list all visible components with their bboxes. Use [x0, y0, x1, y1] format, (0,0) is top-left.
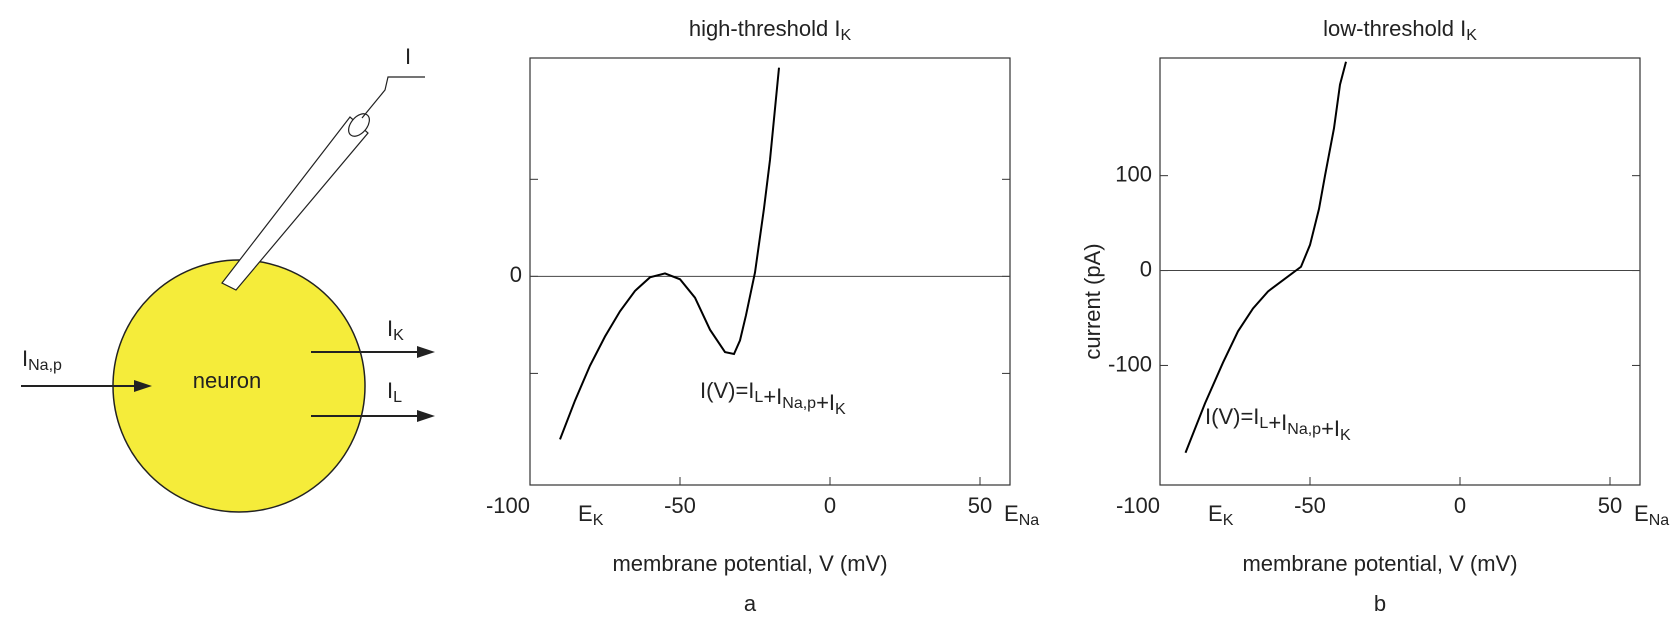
x-tick-label: -100	[486, 493, 530, 518]
reversal-label: EK	[578, 501, 604, 529]
formula: I(V)=IL+INa,p+IK	[700, 378, 846, 418]
subscript: Na,p	[28, 357, 62, 374]
subscript: L	[754, 389, 763, 406]
current-label: IL	[387, 378, 402, 406]
subscript: K	[1466, 27, 1477, 44]
current-label: INa,p	[22, 346, 62, 374]
electrode-end	[348, 113, 370, 137]
text-part: I	[387, 316, 393, 341]
x-tick-label: 50	[1598, 493, 1622, 518]
x-tick-label: -50	[1294, 493, 1326, 518]
subscript: K	[593, 512, 604, 529]
text-part: I	[22, 346, 28, 371]
text-part: +I	[816, 390, 835, 415]
chart-title: high-threshold IK	[689, 16, 852, 44]
x-axis-label: membrane potential, V (mV)	[612, 551, 887, 576]
x-tick-label: 0	[824, 493, 836, 518]
neuron-diagram: I neuron INa,p IK IL	[21, 44, 435, 513]
arrowhead	[134, 380, 152, 392]
reversal-label: ENa	[1634, 501, 1669, 529]
y-axis-label: current (pA)	[1080, 243, 1105, 359]
text-part: I(V)=I	[700, 378, 754, 403]
text-part: E	[1208, 501, 1223, 526]
text-part: +I	[1268, 410, 1287, 435]
formula: I(V)=IL+INa,p+IK	[1205, 404, 1351, 444]
data-line	[1184, 61, 1347, 454]
text-part: E	[1004, 501, 1019, 526]
text-part: +I	[1321, 416, 1340, 441]
arrowhead	[417, 346, 435, 358]
subscript: Na,p	[782, 395, 816, 412]
subscript: K	[393, 327, 404, 344]
chart-title: low-threshold IK	[1323, 16, 1477, 44]
text-part: E	[578, 501, 593, 526]
subscript: Na	[1019, 512, 1040, 529]
y-tick-label: -100	[1108, 351, 1152, 376]
subscript: Na	[1649, 512, 1670, 529]
subscript: K	[1223, 512, 1234, 529]
arrowhead	[417, 410, 435, 422]
subscript: K	[1340, 427, 1351, 444]
electrode-wire	[361, 76, 425, 119]
text-part: I	[387, 378, 393, 403]
data-line	[559, 67, 780, 440]
subscript: L	[1259, 415, 1268, 432]
plot-frame	[1159, 57, 1641, 486]
reversal-label: ENa	[1004, 501, 1039, 529]
subscript: K	[835, 401, 846, 418]
text-part: high-threshold I	[689, 16, 841, 41]
text-part: E	[1634, 501, 1649, 526]
text-part: +I	[763, 384, 782, 409]
text-part: low-threshold I	[1323, 16, 1466, 41]
x-tick-label: 50	[968, 493, 992, 518]
electrode-label: I	[405, 44, 411, 69]
electrode	[221, 116, 369, 291]
reversal-label: EK	[1208, 501, 1234, 529]
subscript: L	[393, 389, 402, 406]
x-tick-label: -100	[1116, 493, 1160, 518]
y-tick-label: 0	[510, 262, 522, 287]
plot-frame	[529, 57, 1011, 486]
current-label: IK	[387, 316, 404, 344]
y-tick-label: 0	[1140, 256, 1152, 281]
y-tick-label: 100	[1115, 161, 1152, 186]
subscript: Na,p	[1287, 421, 1321, 438]
x-tick-label: -50	[664, 493, 696, 518]
x-axis-label: membrane potential, V (mV)	[1242, 551, 1517, 576]
panel-label: a	[744, 591, 757, 616]
x-tick-label: 0	[1454, 493, 1466, 518]
text-part: I(V)=I	[1205, 404, 1259, 429]
cell-label: neuron	[193, 368, 262, 393]
panel-label: b	[1374, 591, 1386, 616]
subscript: K	[840, 27, 851, 44]
